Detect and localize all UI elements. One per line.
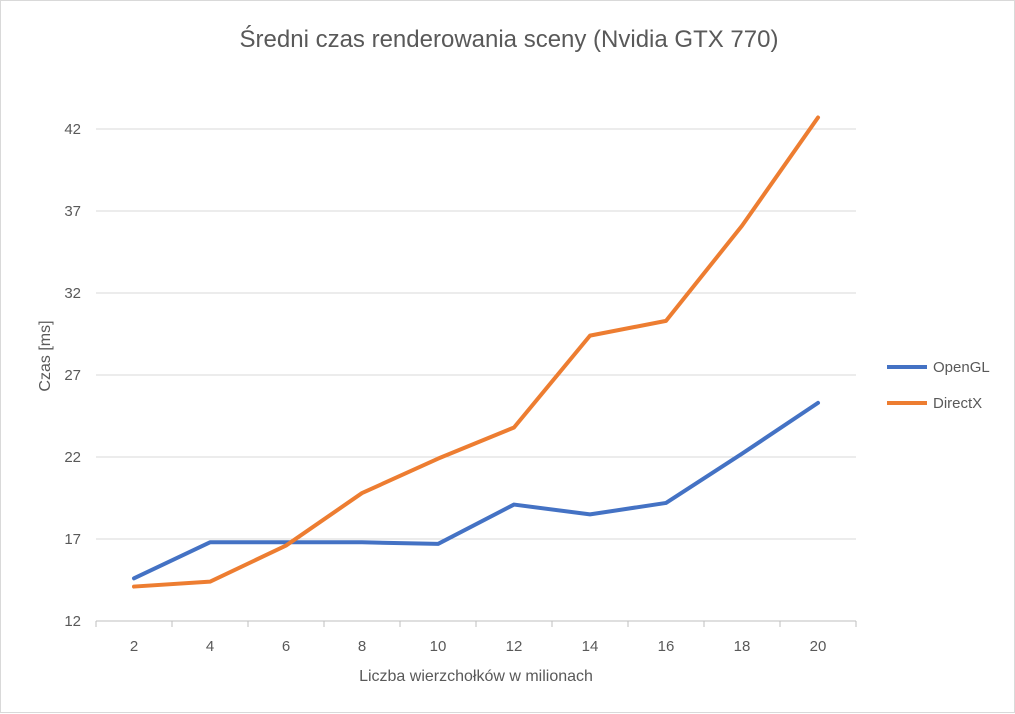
series-lines (132, 115, 820, 589)
legend: OpenGL DirectX (887, 359, 990, 412)
x-tick-label: 10 (430, 638, 447, 655)
x-tick-label: 8 (358, 638, 366, 655)
x-axis: 2 4 6 8 10 12 14 16 18 20 (95, 620, 857, 655)
y-tick-label: 22 (64, 449, 81, 466)
x-tick-label: 16 (658, 638, 675, 655)
series-line-opengl (132, 400, 820, 581)
x-tick-label: 12 (506, 638, 523, 655)
y-tick-label: 12 (64, 613, 81, 630)
chart-title: Średni czas renderowania sceny (Nvidia G… (240, 25, 779, 53)
x-tick-label: 2 (130, 638, 138, 655)
y-tick-label: 17 (64, 531, 81, 548)
x-tick-label: 18 (734, 638, 751, 655)
x-tick-label: 14 (582, 638, 599, 655)
gridlines (96, 128, 856, 540)
y-tick-labels: 12 17 22 27 32 37 42 (64, 121, 81, 630)
legend-label-directx: DirectX (933, 395, 982, 412)
y-tick-label: 37 (64, 203, 81, 220)
x-tick-label: 4 (206, 638, 214, 655)
x-tick-label: 6 (282, 638, 290, 655)
x-axis-label: Liczba wierzchołków w milionach (359, 668, 593, 685)
y-tick-label: 32 (64, 285, 81, 302)
y-tick-label: 27 (64, 367, 81, 384)
y-tick-label: 42 (64, 121, 81, 138)
x-tick-label: 20 (810, 638, 827, 655)
legend-label-opengl: OpenGL (933, 359, 990, 376)
series-line-directx (132, 115, 820, 589)
y-axis-label: Czas [ms] (37, 320, 54, 391)
